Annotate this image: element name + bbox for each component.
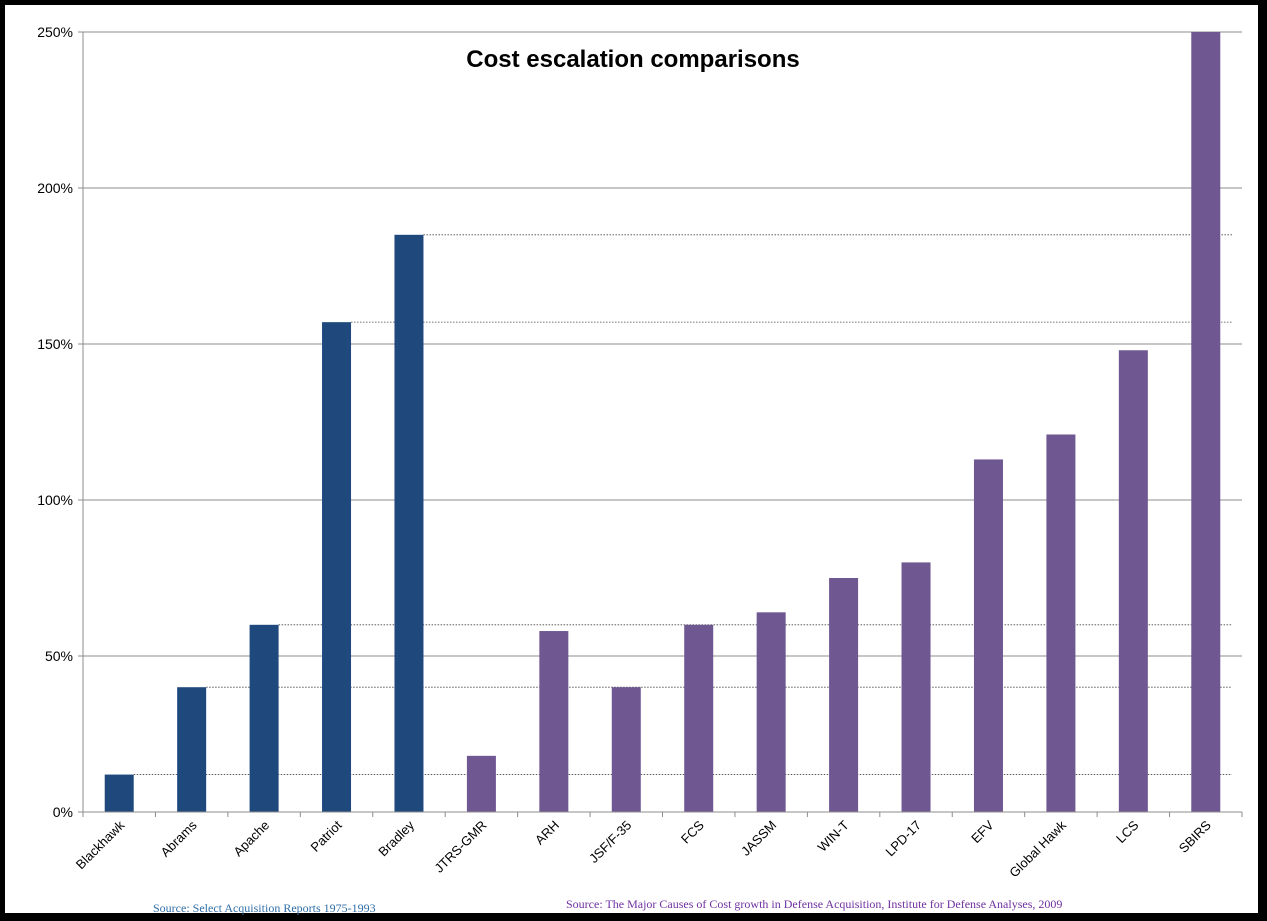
bar-blackhawk	[104, 774, 134, 812]
bar-global-hawk	[1046, 434, 1076, 812]
x-tick-label: ARH	[532, 818, 562, 848]
x-tick-label: Abrams	[157, 817, 200, 860]
axes	[78, 31, 1243, 817]
x-tick-label: LPD-17	[882, 818, 924, 860]
bars	[104, 32, 1221, 813]
y-tick-label: 100%	[37, 492, 73, 508]
bar-sbirs	[1191, 32, 1221, 812]
bar-efv	[973, 459, 1003, 812]
bar-patriot	[322, 322, 352, 812]
bar-arh	[539, 631, 569, 812]
x-tick-label: Bradley	[375, 817, 417, 859]
x-tick-label: SBIRS	[1176, 817, 1214, 855]
x-tick-label: Patriot	[307, 817, 344, 854]
bar-jsf-f-35	[611, 687, 641, 812]
x-tick-label: WIN-T	[815, 817, 852, 854]
bar-jtrs-gmr	[466, 755, 496, 812]
chart-frame: 0% 50% 100% 150% 200% 250% Blackhawk Abrams Apa…	[5, 5, 1260, 915]
x-tick-label: JTRS-GMR	[431, 818, 489, 876]
y-tick-label: 200%	[37, 180, 73, 196]
x-tick-label: FCS	[678, 817, 707, 846]
bar-win-t	[829, 578, 859, 812]
x-tick-labels: Blackhawk Abrams Apache Patriot Bradley JTRS-…	[73, 817, 1214, 880]
y-tick-label: 250%	[37, 24, 73, 40]
bar-bradley	[394, 234, 424, 813]
source-note-right: Source: The Major Causes of Cost growth …	[566, 897, 1063, 911]
bar-jassm	[756, 612, 786, 812]
x-tick-label: Apache	[230, 818, 272, 860]
y-tick-label: 150%	[37, 336, 73, 352]
x-tick-label: Global Hawk	[1006, 817, 1069, 880]
bar-lcs	[1118, 350, 1148, 812]
bar-abrams	[177, 687, 207, 812]
x-tick-label: LCS	[1113, 817, 1142, 846]
y-tick-label: 0%	[53, 804, 73, 820]
bar-chart: 0% 50% 100% 150% 200% 250% Blackhawk Abrams Apa…	[37, 24, 1243, 880]
bar-lpd-17	[901, 562, 931, 812]
x-tick-label: JASSM	[738, 818, 779, 859]
bar-apache	[249, 624, 279, 812]
x-tick-label: Blackhawk	[73, 817, 128, 872]
bar-fcs	[684, 624, 714, 812]
chart-title: Cost escalation comparisons	[466, 46, 799, 73]
x-tick-label: EFV	[968, 817, 997, 846]
source-note-left: Source: Select Acquisition Reports 1975-…	[153, 901, 376, 915]
x-tick-label: JSF/F-35	[586, 818, 634, 866]
y-tick-label: 50%	[45, 648, 73, 664]
y-tick-labels: 0% 50% 100% 150% 200% 250%	[37, 24, 73, 820]
